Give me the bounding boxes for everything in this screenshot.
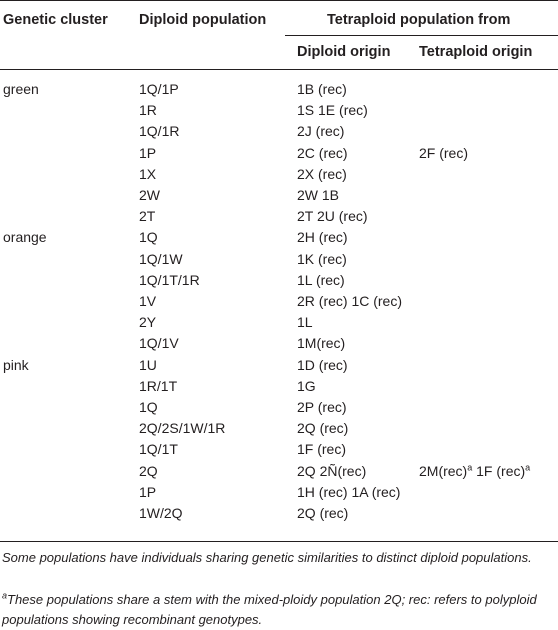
cell-dorigin: 2X (rec) xyxy=(297,166,347,182)
cell-diploid: 2W xyxy=(139,187,160,203)
cell-dorigin: 2J (rec) xyxy=(297,123,345,139)
header-diploid-population: Diploid population xyxy=(139,12,267,28)
cell-diploid: 1Q xyxy=(139,399,158,415)
cell-diploid: 1Q xyxy=(139,229,158,245)
cell-dorigin: 1S 1E (rec) xyxy=(297,102,368,118)
cell-diploid: 1R/1T xyxy=(139,378,178,394)
cell-dorigin: 2Q (rec) xyxy=(297,420,349,436)
cell-diploid: 1P xyxy=(139,484,157,500)
table-top-rule xyxy=(0,0,558,1)
cell-diploid: 1P xyxy=(139,145,157,161)
footnote-a-text: These populations share a stem with the … xyxy=(2,592,537,627)
cell-dorigin: 2W 1B xyxy=(297,187,340,203)
cell-dorigin: 2Q 2Ñ(rec) xyxy=(297,463,367,479)
cell-dorigin: 1B (rec) xyxy=(297,81,347,97)
cell-dorigin: 2T 2U (rec) xyxy=(297,208,368,224)
cell-dorigin: 2Q (rec) xyxy=(297,505,349,521)
cell-torigin: 2F (rec) xyxy=(419,145,468,161)
cell-dorigin: 1L (rec) xyxy=(297,272,345,288)
footnote-a-marker: a xyxy=(2,590,8,601)
cell-diploid: 1Q/1V xyxy=(139,335,179,351)
cell-diploid: 1Q/1W xyxy=(139,251,183,267)
cell-diploid: 1Q/1T xyxy=(139,441,178,457)
table-bottom-rule xyxy=(0,541,558,542)
cell-dorigin: 2C (rec) xyxy=(297,145,348,161)
header-diploid-origin: Diploid origin xyxy=(297,44,391,60)
cell-diploid: 1R xyxy=(139,102,157,118)
cell-text: 2M(rec) xyxy=(419,463,468,479)
cell-cluster: orange xyxy=(3,229,47,245)
cell-diploid: 1Q/1R xyxy=(139,123,180,139)
footnote-general: Some populations have individuals sharin… xyxy=(2,550,532,565)
cell-diploid: 1W/2Q xyxy=(139,505,183,521)
header-genetic-cluster: Genetic cluster xyxy=(3,12,108,28)
header-bottom-rule xyxy=(0,69,558,70)
footnote-a: aThese populations share a stem with the… xyxy=(2,590,554,630)
cell-diploid: 2Q xyxy=(139,463,158,479)
cell-text: 1F (rec) xyxy=(472,463,526,479)
cell-dorigin: 1M(rec) xyxy=(297,335,346,351)
cell-cluster: green xyxy=(3,81,39,97)
cell-dorigin: 1F (rec) xyxy=(297,441,346,457)
cell-dorigin: 1H (rec) 1A (rec) xyxy=(297,484,401,500)
cell-dorigin: 1K (rec) xyxy=(297,251,347,267)
cell-torigin: 2M(rec)a 1F (rec)a xyxy=(419,463,530,479)
cell-dorigin: 1G xyxy=(297,378,316,394)
footnote-marker: a xyxy=(525,462,531,473)
cell-dorigin: 2R (rec) 1C (rec) xyxy=(297,293,403,309)
cell-dorigin: 1L xyxy=(297,314,313,330)
cell-dorigin: 1D (rec) xyxy=(297,357,348,373)
cell-dorigin: 2H (rec) xyxy=(297,229,348,245)
header-tetraploid-origin: Tetraploid origin xyxy=(419,44,533,60)
cell-diploid: 1U xyxy=(139,357,157,373)
cell-diploid: 1Q/1T/1R xyxy=(139,272,200,288)
footnote-marker: a xyxy=(467,462,473,473)
cell-diploid: 2T xyxy=(139,208,156,224)
cell-diploid: 1Q/1P xyxy=(139,81,179,97)
cell-cluster: pink xyxy=(3,357,29,373)
cell-diploid: 2Y xyxy=(139,314,157,330)
header-sub-rule xyxy=(285,35,558,36)
cell-diploid: 1X xyxy=(139,166,157,182)
cell-diploid: 1V xyxy=(139,293,157,309)
header-tetraploid-population: Tetraploid population from xyxy=(327,12,511,28)
cell-dorigin: 2P (rec) xyxy=(297,399,347,415)
cell-diploid: 2Q/2S/1W/1R xyxy=(139,420,226,436)
